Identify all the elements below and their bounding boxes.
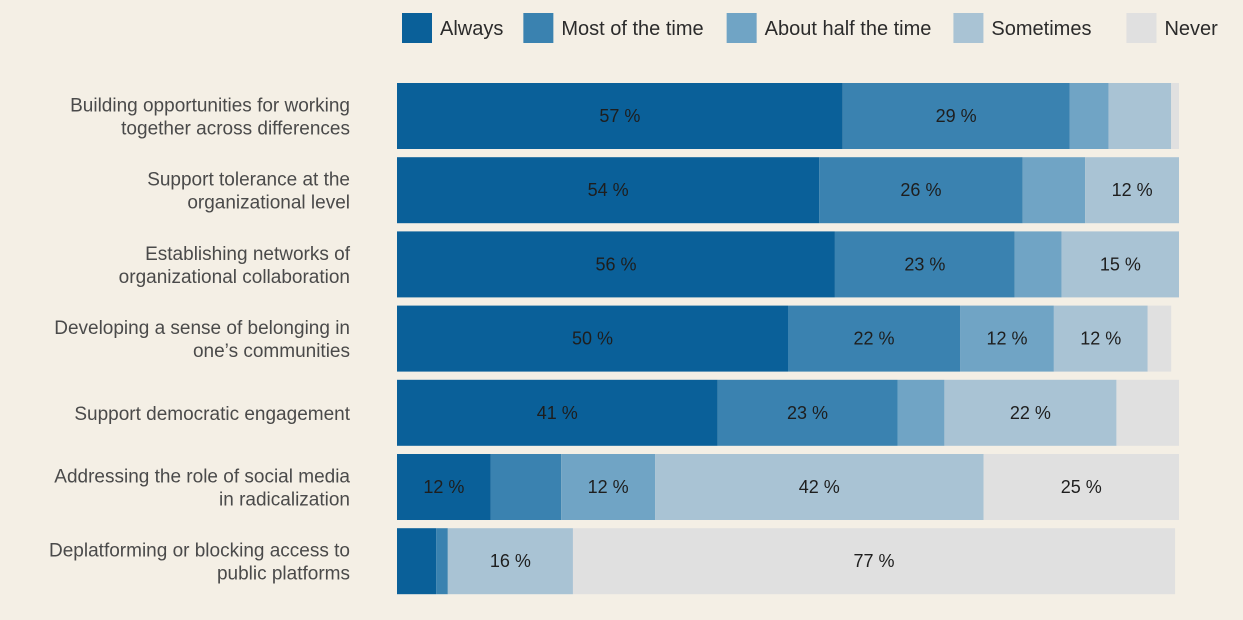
category-label: together across differences (121, 119, 350, 140)
category-label: Deplatforming or blocking access to (49, 541, 350, 562)
category-labels: Building opportunities for workingtogeth… (49, 96, 351, 585)
bar-segment-always (397, 231, 835, 298)
category-label: public platforms (217, 564, 350, 585)
data-label: 22 % (1010, 403, 1051, 423)
category-label: Establishing networks of (145, 244, 351, 265)
legend-swatch-sometimes (953, 13, 984, 43)
bar-segment-always (397, 528, 437, 595)
category-label: in radicalization (219, 490, 350, 511)
bar-segment-most-of-the-time (788, 305, 961, 372)
legend: Always Most of the time About half the tim… (402, 13, 1218, 43)
data-label: 22 % (854, 329, 895, 349)
bar-segment-never (1171, 83, 1179, 149)
legend-swatch-about-half-the-time (726, 13, 757, 43)
legend-swatch-always (402, 13, 432, 43)
data-label: 77 % (854, 551, 895, 571)
bar-segment-most-of-the-time (436, 528, 448, 595)
bar-segment-always (397, 454, 491, 520)
bar-segment-never (1116, 379, 1179, 446)
bar-segment-about-half-the-time (1069, 83, 1109, 149)
bar-segment-sometimes (1053, 305, 1148, 372)
bar-segment-never (572, 528, 1176, 595)
category-label: organizational level (187, 193, 350, 214)
data-label: 12 % (1112, 180, 1153, 200)
bar-segment-sometimes (944, 379, 1117, 446)
data-label: 29 % (936, 106, 977, 126)
legend-swatch-never (1126, 13, 1157, 43)
bar-segment-about-half-the-time (960, 305, 1054, 372)
bar-segment-never (1147, 305, 1172, 372)
data-label: 12 % (1080, 329, 1121, 349)
legend-label-about-half-the-time: About half the time (765, 18, 932, 40)
data-label: 15 % (1100, 254, 1141, 274)
data-label: 57 % (599, 106, 640, 126)
data-label: 56 % (595, 254, 636, 274)
data-label: 54 % (588, 180, 629, 200)
category-label: Addressing the role of social media (54, 467, 350, 488)
bar-segment-sometimes (447, 528, 573, 595)
category-label: organizational collaboration (119, 267, 350, 288)
bar-segment-about-half-the-time (1014, 231, 1062, 298)
bar-segment-about-half-the-time (897, 379, 945, 446)
data-label: 41 % (537, 403, 578, 423)
bar-segment-about-half-the-time (561, 454, 656, 520)
data-label: 50 % (572, 329, 613, 349)
data-label: 42 % (799, 477, 840, 497)
data-label: 12 % (423, 477, 464, 497)
data-label: 25 % (1061, 477, 1102, 497)
bars: 57 % 29 % 54 % 26 % 12 % 56 % 23 % 15 % 50 % 22 %… (397, 83, 1179, 595)
bar-segment-always (397, 305, 788, 372)
legend-label-always: Always (440, 18, 503, 40)
data-label: 26 % (900, 180, 941, 200)
bar-segment-sometimes (1108, 83, 1172, 149)
category-label: one’s communities (193, 341, 350, 362)
bar-segment-sometimes (655, 454, 984, 520)
bar-segment-never (983, 454, 1179, 520)
data-label: 12 % (588, 477, 629, 497)
legend-label-most-of-the-time: Most of the time (561, 18, 703, 40)
bar-segment-always (397, 157, 820, 224)
data-label: 23 % (787, 403, 828, 423)
bar-segment-sometimes (1061, 231, 1179, 298)
data-label: 23 % (904, 254, 945, 274)
legend-swatch-most-of-the-time (523, 13, 554, 43)
bar-segment-most-of-the-time (842, 83, 1070, 149)
legend-label-sometimes: Sometimes (991, 18, 1091, 40)
bar-segment-always (397, 83, 843, 149)
category-label: Building opportunities for working (70, 96, 350, 117)
category-label: Support democratic engagement (74, 404, 350, 425)
data-label: 16 % (490, 551, 531, 571)
bar-segment-always (397, 379, 718, 446)
bar-segment-most-of-the-time (490, 454, 562, 520)
category-label: Developing a sense of belonging in (54, 318, 350, 339)
bar-segment-most-of-the-time (819, 157, 1023, 224)
bar-segment-most-of-the-time (834, 231, 1015, 298)
bar-segment-sometimes (1085, 157, 1179, 224)
bar-segment-about-half-the-time (1022, 157, 1086, 224)
data-label: 12 % (986, 329, 1027, 349)
bar-segment-most-of-the-time (717, 379, 898, 446)
category-label: Support tolerance at the (147, 170, 350, 191)
legend-label-never: Never (1164, 18, 1218, 40)
